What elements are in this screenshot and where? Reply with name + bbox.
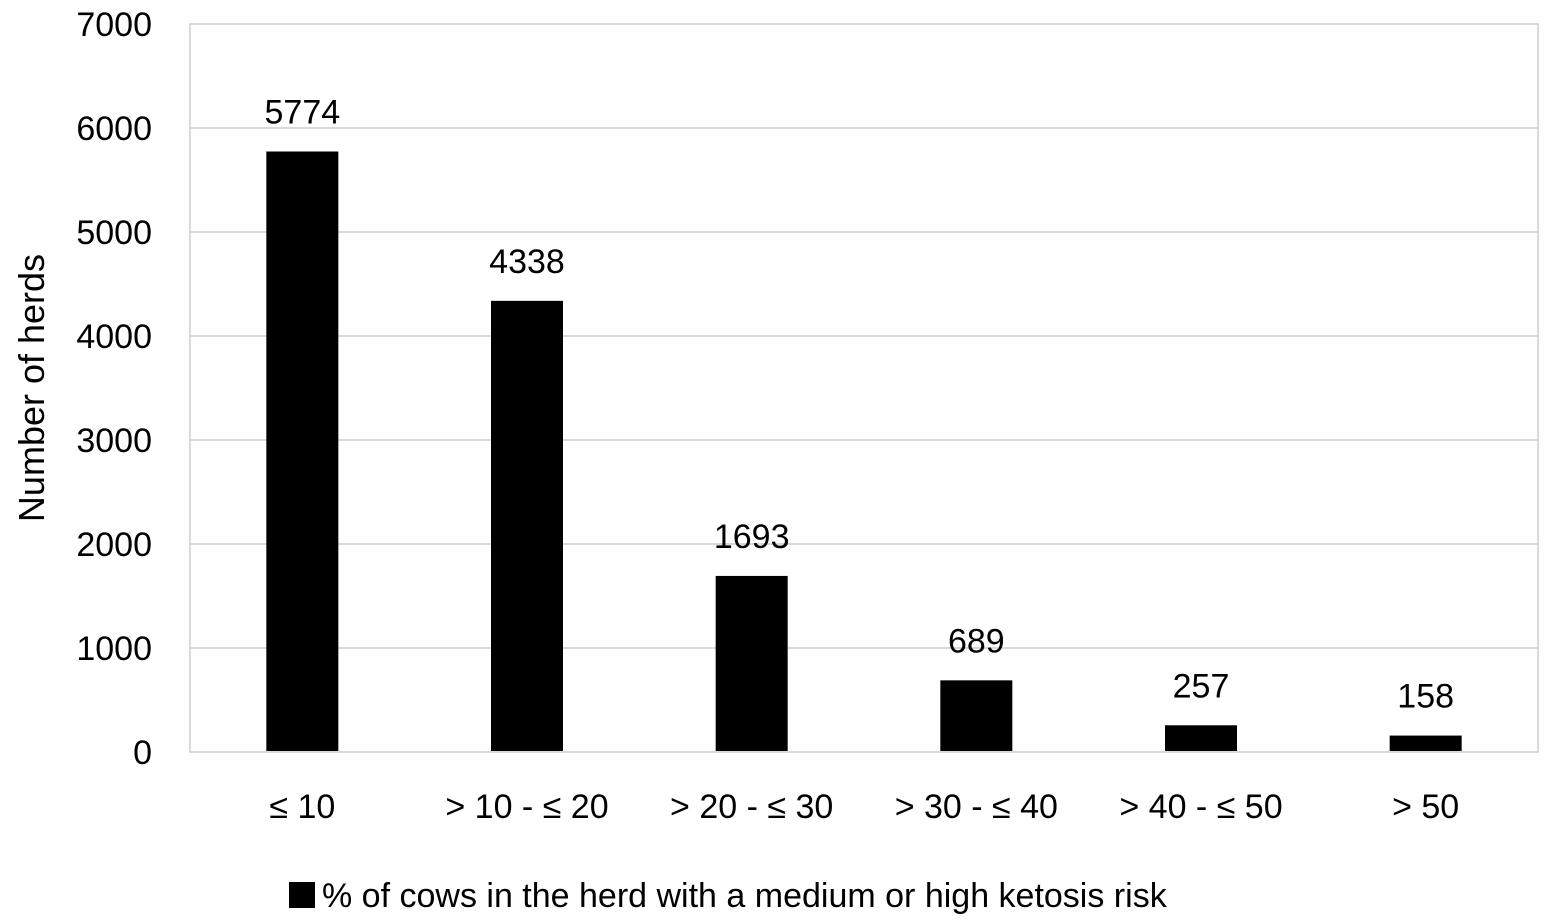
gridlines — [190, 127, 1538, 649]
data-label: 158 — [1397, 678, 1454, 716]
data-label: 1693 — [714, 518, 790, 556]
plot-area-frame — [189, 23, 1539, 753]
y-axis-title: Number of herds — [11, 254, 52, 522]
bar — [1389, 735, 1462, 752]
bar — [940, 680, 1013, 752]
x-category-label: > 30 - ≤ 40 — [895, 788, 1058, 826]
x-axis-categories: ≤ 10 > 10 - ≤ 20 > 20 - ≤ 30 > 30 - ≤ 40 > 4… — [269, 788, 1459, 826]
bars — [266, 151, 1462, 752]
bar — [1165, 725, 1237, 752]
data-label: 5774 — [265, 94, 341, 132]
y-tick-label: 5000 — [76, 214, 152, 252]
y-tick-label: 7000 — [76, 6, 152, 44]
y-tick-label: 6000 — [76, 110, 152, 148]
x-category-label: ≤ 10 — [269, 788, 335, 826]
legend-swatch — [289, 882, 315, 908]
y-tick-label: 2000 — [76, 526, 152, 564]
bar — [266, 151, 339, 752]
x-category-label: > 50 — [1392, 788, 1459, 826]
data-label: 257 — [1173, 667, 1230, 705]
y-tick-label: 4000 — [76, 318, 152, 356]
bar — [491, 300, 563, 752]
data-labels: 5774 4338 1693 689 257 158 — [265, 94, 1455, 716]
legend-label: % of cows in the herd with a medium or h… — [322, 877, 1168, 915]
legend: % of cows in the herd with a medium or h… — [289, 877, 1168, 915]
bar — [715, 575, 788, 752]
x-category-label: > 20 - ≤ 30 — [670, 788, 833, 826]
data-label: 4338 — [489, 243, 565, 281]
y-tick-label: 0 — [133, 734, 152, 772]
y-tick-label: 3000 — [76, 422, 152, 460]
y-tick-label: 1000 — [76, 630, 152, 668]
data-label: 689 — [948, 622, 1005, 660]
x-category-label: > 40 - ≤ 50 — [1119, 788, 1282, 826]
y-axis-ticks: 0 1000 2000 3000 4000 5000 6000 7000 — [76, 6, 152, 772]
x-category-label: > 10 - ≤ 20 — [445, 788, 608, 826]
